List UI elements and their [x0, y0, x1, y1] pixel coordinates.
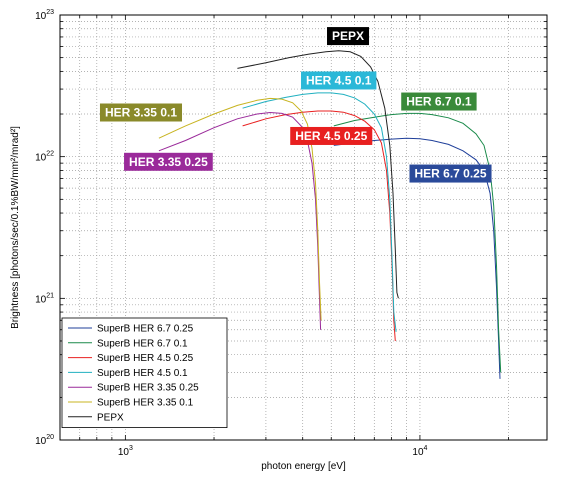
annotation-label: HER 4.5 0.25 [295, 129, 367, 143]
series-line-5 [158, 111, 322, 330]
legend-entry: SuperB HER 4.5 0.25 [97, 353, 194, 364]
legend-entry: PEPX [97, 412, 124, 423]
series-line-7 [237, 50, 399, 299]
annotation-box [401, 92, 477, 111]
annotation-box [124, 152, 213, 171]
annotation-label: HER 4.5 0.1 [306, 73, 372, 87]
x-tick-label: 103 [118, 445, 133, 458]
annotation-1: PEPX [327, 27, 370, 46]
annotation-box [409, 164, 492, 183]
legend-entry: SuperB HER 6.7 0.25 [97, 324, 194, 335]
series-line-2 [333, 112, 502, 373]
y-tick-label: 1020 [35, 434, 54, 447]
legend-entry: SuperB HER 3.35 0.1 [97, 398, 194, 409]
y-tick-label: 1021 [35, 292, 54, 305]
annotation-6: HER 3.35 0.25 [124, 152, 213, 171]
annotation-box [301, 71, 377, 90]
annotation-4: HER 3.35 0.1 [99, 103, 183, 122]
annotation-box [327, 27, 370, 46]
y-axis-label: Brightness [photons/sec/0.1%BW/mm²/mrad²… [10, 126, 21, 329]
annotation-label: HER 3.35 0.25 [129, 155, 208, 169]
legend-entry: SuperB HER 4.5 0.1 [97, 368, 188, 379]
plot-frame [59, 14, 548, 441]
series-line-1 [333, 137, 501, 379]
annotation-3: HER 6.7 0.1 [401, 92, 477, 111]
axes-frame [59, 14, 548, 441]
x-axis-label: photon energy [eV] [261, 461, 346, 472]
tick-labels: 103 104 1020 1021 1022 1023 [35, 9, 427, 458]
annotation-label: HER 6.7 0.1 [406, 95, 472, 109]
legend-entry: SuperB HER 3.35 0.25 [97, 383, 199, 394]
annotation-box [290, 126, 373, 145]
y-tick-label: 1022 [35, 151, 54, 164]
annotations: PEPX HER 4.5 0.1 HER 6.7 0.1 HER 3.35 0.1 HE… [99, 27, 492, 183]
annotation-5: HER 4.5 0.25 [290, 126, 373, 145]
annotation-7: HER 6.7 0.25 [409, 164, 492, 183]
series-line-4 [242, 92, 397, 332]
legend-entry: SuperB HER 6.7 0.1 [97, 338, 188, 349]
series-lines [158, 50, 502, 379]
series-line-6 [158, 97, 322, 321]
annotation-label: HER 6.7 0.25 [414, 167, 486, 181]
legend: SuperB HER 6.7 0.25 SuperB HER 6.7 0.1 Sup… [61, 317, 228, 428]
annotation-label: HER 3.35 0.1 [105, 106, 177, 120]
y-tick-label: 1023 [35, 9, 54, 22]
annotation-2: HER 4.5 0.1 [301, 71, 377, 90]
annotation-label: PEPX [332, 29, 364, 43]
x-tick-label: 104 [412, 445, 427, 458]
annotation-box [99, 103, 183, 122]
